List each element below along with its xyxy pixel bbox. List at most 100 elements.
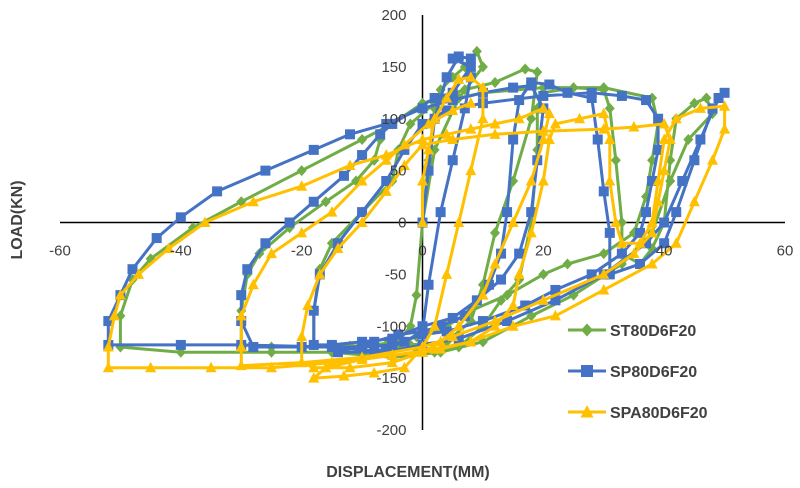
data-point xyxy=(441,92,453,103)
data-point xyxy=(332,347,343,358)
y-tick-label: 0 xyxy=(398,215,406,232)
data-point xyxy=(435,335,447,347)
data-point xyxy=(423,117,435,129)
data-point xyxy=(646,258,658,269)
series-sp80d6f20 xyxy=(103,51,730,358)
data-point xyxy=(386,349,398,360)
data-point xyxy=(520,300,531,311)
data-point xyxy=(368,366,380,378)
data-point xyxy=(695,134,706,145)
data-point xyxy=(453,51,464,62)
data-point xyxy=(435,321,446,332)
y-tick-label: -100 xyxy=(376,318,406,335)
data-point xyxy=(598,82,609,94)
data-point xyxy=(544,79,555,90)
data-point xyxy=(447,155,458,166)
data-point xyxy=(320,361,332,373)
x-tick-label: -40 xyxy=(170,243,192,260)
data-point xyxy=(526,80,537,91)
data-point xyxy=(652,175,664,186)
data-point xyxy=(496,274,507,285)
data-point xyxy=(514,248,525,259)
series-st80d6f20 xyxy=(115,45,718,363)
data-point xyxy=(115,341,126,353)
data-point xyxy=(502,289,513,301)
data-point xyxy=(496,294,507,306)
data-point xyxy=(520,63,531,75)
data-point xyxy=(507,320,519,331)
data-point xyxy=(635,259,645,269)
data-point xyxy=(133,268,145,279)
data-point xyxy=(453,73,465,84)
data-point xyxy=(713,93,724,103)
data-point xyxy=(465,97,477,108)
data-point xyxy=(562,258,573,270)
data-point xyxy=(598,123,610,134)
data-point xyxy=(399,144,410,155)
data-point xyxy=(513,268,525,279)
data-point xyxy=(465,53,476,64)
data-point xyxy=(538,268,549,280)
data-point xyxy=(489,315,501,326)
data-point xyxy=(537,175,549,186)
data-point xyxy=(683,134,694,145)
data-point xyxy=(296,356,308,368)
data-point xyxy=(423,143,435,155)
data-point xyxy=(308,305,319,316)
data-point xyxy=(598,107,610,119)
legend-item: ST80D6F20 xyxy=(568,323,696,340)
data-point xyxy=(417,103,428,114)
x-tick-label: 40 xyxy=(656,243,673,260)
legend-item: SPA80D6F20 xyxy=(568,405,708,422)
data-point xyxy=(670,237,682,248)
data-point xyxy=(108,309,120,321)
y-tick-label: 150 xyxy=(381,59,406,76)
y-tick-label: 100 xyxy=(381,111,406,128)
data-point xyxy=(514,95,525,106)
data-point xyxy=(525,175,537,186)
data-point xyxy=(357,134,368,145)
data-point xyxy=(489,258,501,269)
data-point xyxy=(646,226,658,238)
data-point xyxy=(719,87,730,98)
data-point xyxy=(604,102,615,114)
data-point xyxy=(441,105,452,116)
legend-marker xyxy=(581,323,593,337)
data-point xyxy=(429,343,441,354)
data-point xyxy=(236,290,247,301)
data-point xyxy=(659,238,670,249)
data-point xyxy=(641,207,652,218)
series-layer xyxy=(102,45,731,383)
legend-label: ST80D6F20 xyxy=(610,323,696,340)
data-point xyxy=(489,128,501,139)
data-point xyxy=(502,316,513,327)
data-point xyxy=(532,66,543,78)
legend-label: SP80D6F20 xyxy=(610,364,697,381)
data-point xyxy=(308,144,319,155)
data-point xyxy=(314,268,326,279)
data-point xyxy=(356,351,368,362)
data-point xyxy=(610,154,621,166)
data-point xyxy=(357,336,368,347)
data-point xyxy=(549,309,561,321)
data-point xyxy=(447,312,458,323)
data-point xyxy=(405,118,416,130)
legend-item: SP80D6F20 xyxy=(568,364,697,381)
data-point xyxy=(604,175,616,186)
data-point xyxy=(453,333,464,344)
data-point xyxy=(429,112,441,124)
data-point xyxy=(380,154,392,165)
data-point xyxy=(308,196,319,207)
data-point xyxy=(369,347,380,358)
data-point xyxy=(688,195,700,207)
data-point xyxy=(459,103,470,114)
y-tick-label: -150 xyxy=(376,370,406,387)
data-point xyxy=(537,102,549,113)
data-point xyxy=(586,269,597,280)
data-point xyxy=(537,125,549,136)
data-point xyxy=(380,185,392,196)
series-spa80d6f20 xyxy=(102,71,731,383)
data-point xyxy=(381,176,392,186)
data-point xyxy=(417,216,428,227)
data-point xyxy=(489,117,501,129)
